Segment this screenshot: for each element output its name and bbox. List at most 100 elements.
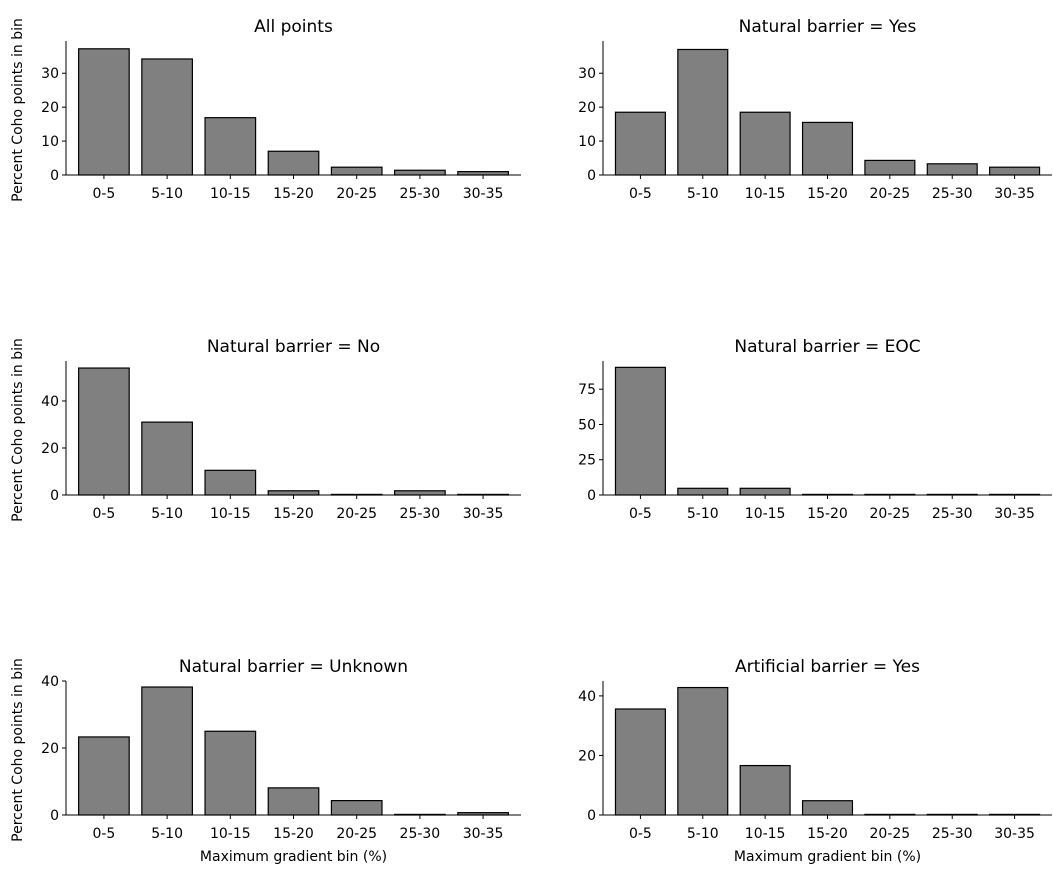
bar (457, 171, 509, 176)
x-tick-label: 20-25 (870, 506, 911, 522)
x-tick-label: 5-10 (151, 826, 183, 842)
subplot-2: 0 10 20 30 0-5 5-10 10-15 15-20 20-25 25-30 30-35 N… (578, 17, 1052, 202)
x-tick-label: 15-20 (807, 826, 848, 842)
bar (739, 764, 791, 816)
y-tick-label: 0 (587, 808, 596, 824)
bar (614, 708, 666, 816)
y-tick-label: 50 (578, 417, 596, 433)
x-tick-label: 30-35 (994, 186, 1035, 202)
y-tick-label: 0 (50, 808, 59, 824)
bar (864, 159, 916, 176)
x-tick-label: 0-5 (629, 826, 652, 842)
y-tick-label: 10 (578, 134, 596, 150)
subplot-1: 0 10 20 30 0-5 5-10 10-15 15-20 20-25 25-30 30-35 A… (10, 17, 521, 202)
chart-title: Natural barrier = No (207, 337, 380, 357)
bar (677, 686, 729, 816)
bar (204, 469, 257, 496)
x-tick-label: 25-30 (932, 506, 973, 522)
x-tick-label: 5-10 (687, 186, 719, 202)
y-tick-label: 0 (50, 488, 59, 504)
subplot-6: 0 20 40 0-5 5-10 10-15 15-20 20-25 25-30 30-35 Art… (578, 657, 1052, 865)
x-tick-label: 25-30 (932, 186, 973, 202)
x-tick-label: 30-35 (994, 826, 1035, 842)
x-tick-label: 5-10 (687, 506, 719, 522)
bar (330, 799, 383, 816)
x-tick-label: 25-30 (400, 826, 441, 842)
chart-title: Natural barrier = Yes (739, 17, 917, 37)
x-tick-label: 15-20 (807, 186, 848, 202)
y-tick-label: 30 (578, 66, 596, 82)
x-tick-label: 20-25 (870, 826, 911, 842)
y-tick-label: 75 (578, 382, 596, 398)
chart-title: Natural barrier = EOC (734, 337, 920, 357)
bar (330, 166, 383, 176)
x-tick-label: 15-20 (273, 506, 314, 522)
bar (267, 787, 320, 816)
bar (614, 111, 666, 176)
bar (141, 58, 193, 176)
x-tick-label: 20-25 (336, 826, 377, 842)
bar (739, 487, 791, 496)
y-tick-label: 20 (41, 741, 59, 757)
y-tick-label: 0 (587, 488, 596, 504)
bar (78, 48, 130, 176)
x-tick-label: 5-10 (151, 186, 183, 202)
y-tick-label: 0 (587, 168, 596, 184)
x-tick-label: 25-30 (400, 186, 441, 202)
x-axis-label: Maximum gradient bin (%) (734, 849, 921, 865)
bar (614, 366, 666, 496)
x-tick-label: 10-15 (210, 506, 251, 522)
x-tick-label: 30-35 (463, 826, 504, 842)
x-tick-label: 15-20 (807, 506, 848, 522)
y-tick-label: 10 (41, 134, 59, 150)
x-tick-label: 5-10 (687, 826, 719, 842)
y-tick-label: 20 (578, 748, 596, 764)
y-tick-label: 20 (41, 441, 59, 457)
x-tick-label: 30-35 (994, 506, 1035, 522)
y-tick-label: 40 (578, 689, 596, 705)
x-tick-label: 5-10 (151, 506, 183, 522)
x-tick-label: 30-35 (463, 186, 504, 202)
bar (267, 490, 320, 496)
y-axis-label: Percent Coho points in bin (10, 658, 26, 842)
x-axis-label: Maximum gradient bin (%) (200, 849, 387, 865)
y-axis-label: Percent Coho points in bin (10, 338, 26, 522)
bar (989, 166, 1041, 176)
bar (677, 48, 729, 176)
y-tick-label: 0 (50, 168, 59, 184)
subplot-3: 0 20 40 0-5 5-10 10-15 15-20 20-25 25-30 30-35 Nat… (10, 337, 521, 522)
x-tick-label: 0-5 (629, 186, 652, 202)
bar (78, 367, 130, 496)
x-tick-label: 10-15 (210, 186, 251, 202)
y-tick-label: 20 (41, 100, 59, 116)
bar (141, 421, 193, 496)
chart-title: Natural barrier = Unknown (179, 657, 408, 677)
x-tick-label: 20-25 (336, 186, 377, 202)
x-tick-label: 0-5 (92, 186, 115, 202)
x-tick-label: 10-15 (745, 826, 786, 842)
bar (739, 111, 791, 176)
x-tick-label: 0-5 (92, 826, 115, 842)
x-tick-label: 15-20 (273, 826, 314, 842)
y-axis-label: Percent Coho points in bin (10, 18, 26, 202)
x-tick-label: 20-25 (870, 186, 911, 202)
x-tick-label: 15-20 (273, 186, 314, 202)
bar (801, 800, 854, 816)
x-tick-label: 10-15 (745, 506, 786, 522)
x-tick-label: 10-15 (210, 826, 251, 842)
bar (394, 169, 446, 176)
subplot-5: 0 20 40 0-5 5-10 10-15 15-20 20-25 25-30 30-35 Nat… (10, 657, 521, 865)
bar (394, 490, 446, 496)
y-tick-label: 30 (41, 66, 59, 82)
x-tick-label: 10-15 (745, 186, 786, 202)
x-tick-label: 0-5 (629, 506, 652, 522)
bar (677, 487, 729, 496)
y-tick-label: 25 (578, 453, 596, 469)
x-tick-label: 20-25 (336, 506, 377, 522)
bar (204, 117, 257, 176)
bar (204, 730, 257, 816)
y-tick-label: 40 (41, 394, 59, 410)
y-tick-label: 40 (41, 674, 59, 690)
y-tick-label: 20 (578, 100, 596, 116)
